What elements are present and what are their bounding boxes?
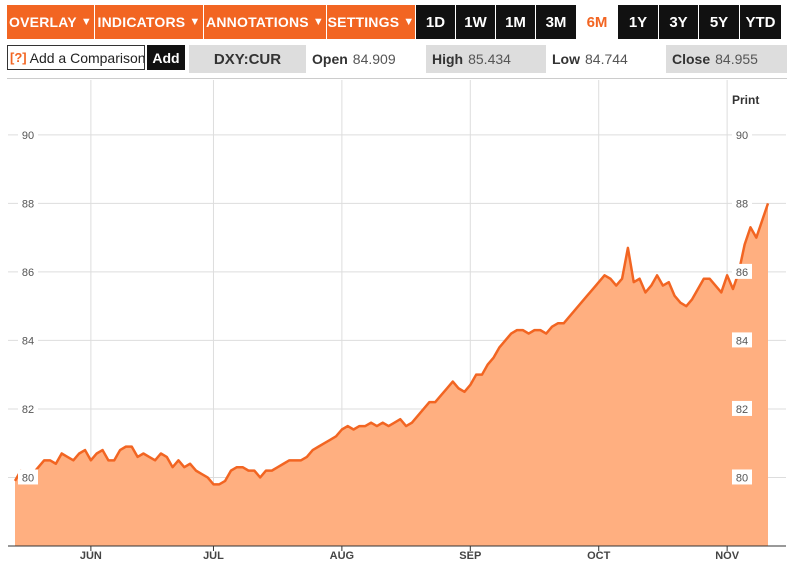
- range-ytd-button[interactable]: YTD: [740, 5, 782, 39]
- ticker-symbol: DXY:CUR: [189, 45, 306, 73]
- time-range-selector: 1D 1W 1M 3M 6M 1Y 3Y 5Y YTD: [416, 5, 782, 39]
- caret-down-icon: ▼: [312, 16, 324, 28]
- close-label: Close: [672, 51, 711, 67]
- range-3m-button[interactable]: 3M: [536, 5, 577, 39]
- annotations-menu-button[interactable]: ANNOTATIONS ▼: [204, 5, 327, 39]
- tick-label-bg: [18, 400, 38, 416]
- range-3y-button[interactable]: 3Y: [659, 5, 699, 39]
- y-tick-label-left: 82: [22, 404, 34, 416]
- y-tick-label-right: 82: [736, 404, 748, 416]
- y-tick-label-left: 88: [22, 198, 34, 210]
- caret-down-icon: ▼: [80, 16, 92, 28]
- tick-label-bg: [732, 400, 752, 416]
- y-tick-label-right: 80: [736, 472, 748, 484]
- comparison-placeholder: Add a Comparison: [29, 49, 145, 66]
- range-1m-button[interactable]: 1M: [496, 5, 536, 39]
- y-tick-label-left: 84: [22, 335, 34, 347]
- tick-label-bg: [732, 195, 752, 211]
- add-comparison-button[interactable]: Add: [147, 45, 185, 70]
- x-tick-label: AUG: [330, 550, 354, 562]
- close-value: 84.955: [715, 51, 758, 67]
- open-value: 84.909: [352, 51, 396, 67]
- x-tick-label: OCT: [587, 550, 611, 562]
- settings-menu-label: SETTINGS: [327, 14, 400, 30]
- area-fill: [15, 203, 768, 546]
- y-tick-label-right: 88: [736, 198, 748, 210]
- x-tick-label: SEP: [459, 550, 481, 562]
- y-tick-label-right: 84: [736, 335, 748, 347]
- y-tick-label-left: 90: [22, 130, 34, 142]
- help-icon[interactable]: [?]: [10, 50, 27, 65]
- indicators-menu-label: INDICATORS: [97, 14, 186, 30]
- y-tick-label-right: 86: [736, 267, 748, 279]
- caret-down-icon: ▼: [403, 16, 415, 28]
- range-5y-button[interactable]: 5Y: [699, 5, 740, 39]
- price-line: [13, 202, 770, 486]
- tick-label-bg: [732, 332, 752, 348]
- y-tick-label-right: 90: [736, 130, 748, 142]
- caret-down-icon: ▼: [189, 16, 201, 28]
- comparison-input[interactable]: [?] Add a Comparison: [7, 45, 145, 70]
- close-stat: Close 84.955: [666, 45, 787, 73]
- overlay-menu-label: OVERLAY: [9, 14, 77, 30]
- x-tick-label: JUN: [80, 550, 102, 562]
- y-tick-label-left: 80: [22, 472, 34, 484]
- print-link[interactable]: Print: [732, 93, 760, 107]
- high-label: High: [432, 51, 464, 67]
- x-tick-label: JUL: [203, 550, 224, 562]
- range-1d-button[interactable]: 1D: [416, 5, 456, 39]
- low-value: 84.744: [585, 51, 628, 67]
- annotations-menu-label: ANNOTATIONS: [206, 14, 309, 30]
- tick-label-bg: [18, 263, 38, 279]
- tick-label-bg: [732, 263, 752, 279]
- tick-label-bg: [18, 469, 38, 485]
- y-tick-label-left: 86: [22, 267, 34, 279]
- settings-menu-button[interactable]: SETTINGS ▼: [327, 5, 416, 39]
- low-label: Low: [552, 51, 580, 67]
- low-stat: Low 84.744: [546, 45, 664, 73]
- tick-label-bg: [18, 126, 38, 142]
- overlay-menu-button[interactable]: OVERLAY ▼: [7, 5, 95, 39]
- chart-menu-bar: OVERLAY ▼ INDICATORS ▼ ANNOTATIONS ▼ SET…: [7, 5, 416, 39]
- tick-label-bg: [732, 126, 752, 142]
- range-1w-button[interactable]: 1W: [456, 5, 496, 39]
- header-divider: [7, 78, 787, 79]
- open-stat: Open 84.909: [306, 45, 424, 73]
- x-tick-label: NOV: [715, 550, 740, 562]
- high-value: 85.434: [468, 51, 511, 67]
- open-label: Open: [312, 51, 348, 67]
- range-1y-button[interactable]: 1Y: [618, 5, 659, 39]
- high-stat: High 85.434: [426, 45, 546, 73]
- tick-label-bg: [18, 332, 38, 348]
- range-6m-button[interactable]: 6M: [577, 5, 618, 39]
- indicators-menu-button[interactable]: INDICATORS ▼: [95, 5, 204, 39]
- tick-label-bg: [732, 469, 752, 485]
- tick-label-bg: [18, 195, 38, 211]
